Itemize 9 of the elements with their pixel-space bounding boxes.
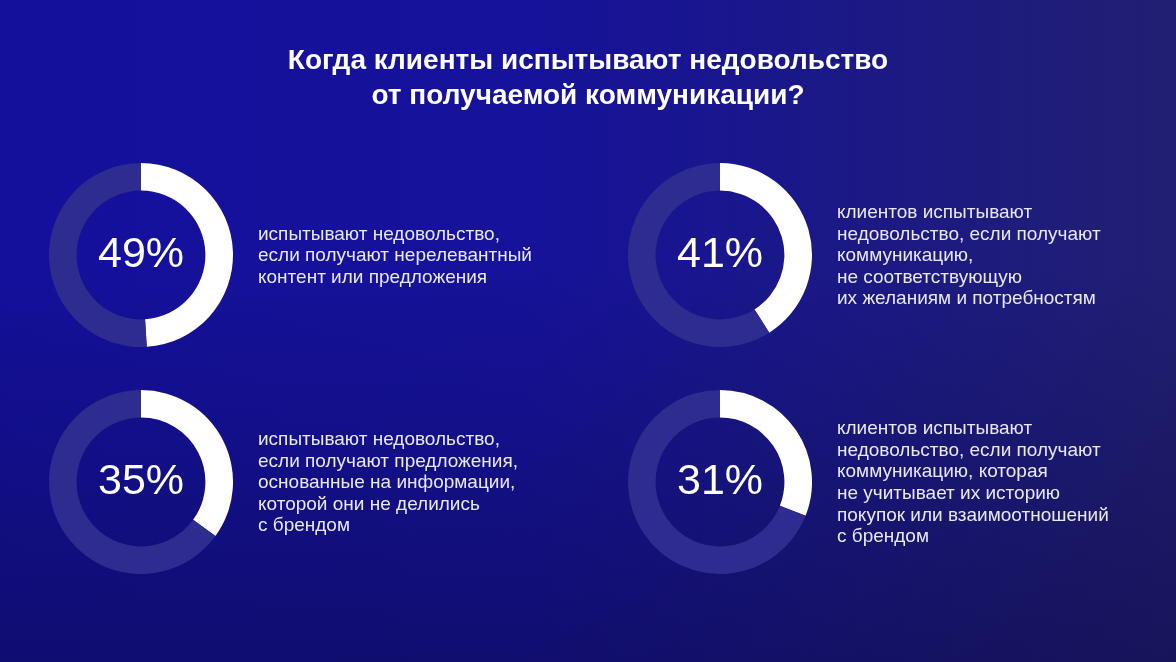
slice-label: испытывают недовольство, если получают предложения, основанные на информации, которой они не делились с брендом [258,428,519,536]
text: Когда клиенты испытывают недовольство от получаемой коммуникации? [286,43,890,112]
slice-label: клиентов испытывают недовольство, если получают коммуникацию, не соответствующую их желаниям и потребностям [837,201,1101,309]
slice-label: клиентов испытывают недовольство, если получают коммуникацию, которая не учитывает их историю покупок или взаимоотношений с брендом [837,417,1109,547]
data-label: 35% [97,454,185,503]
data-label: 49% [97,227,185,276]
data-label: 31% [676,454,764,503]
data-label: 41% [676,227,764,276]
slice-label: испытывают недовольство, если получают нерелевантный контент или предложения [258,222,532,288]
